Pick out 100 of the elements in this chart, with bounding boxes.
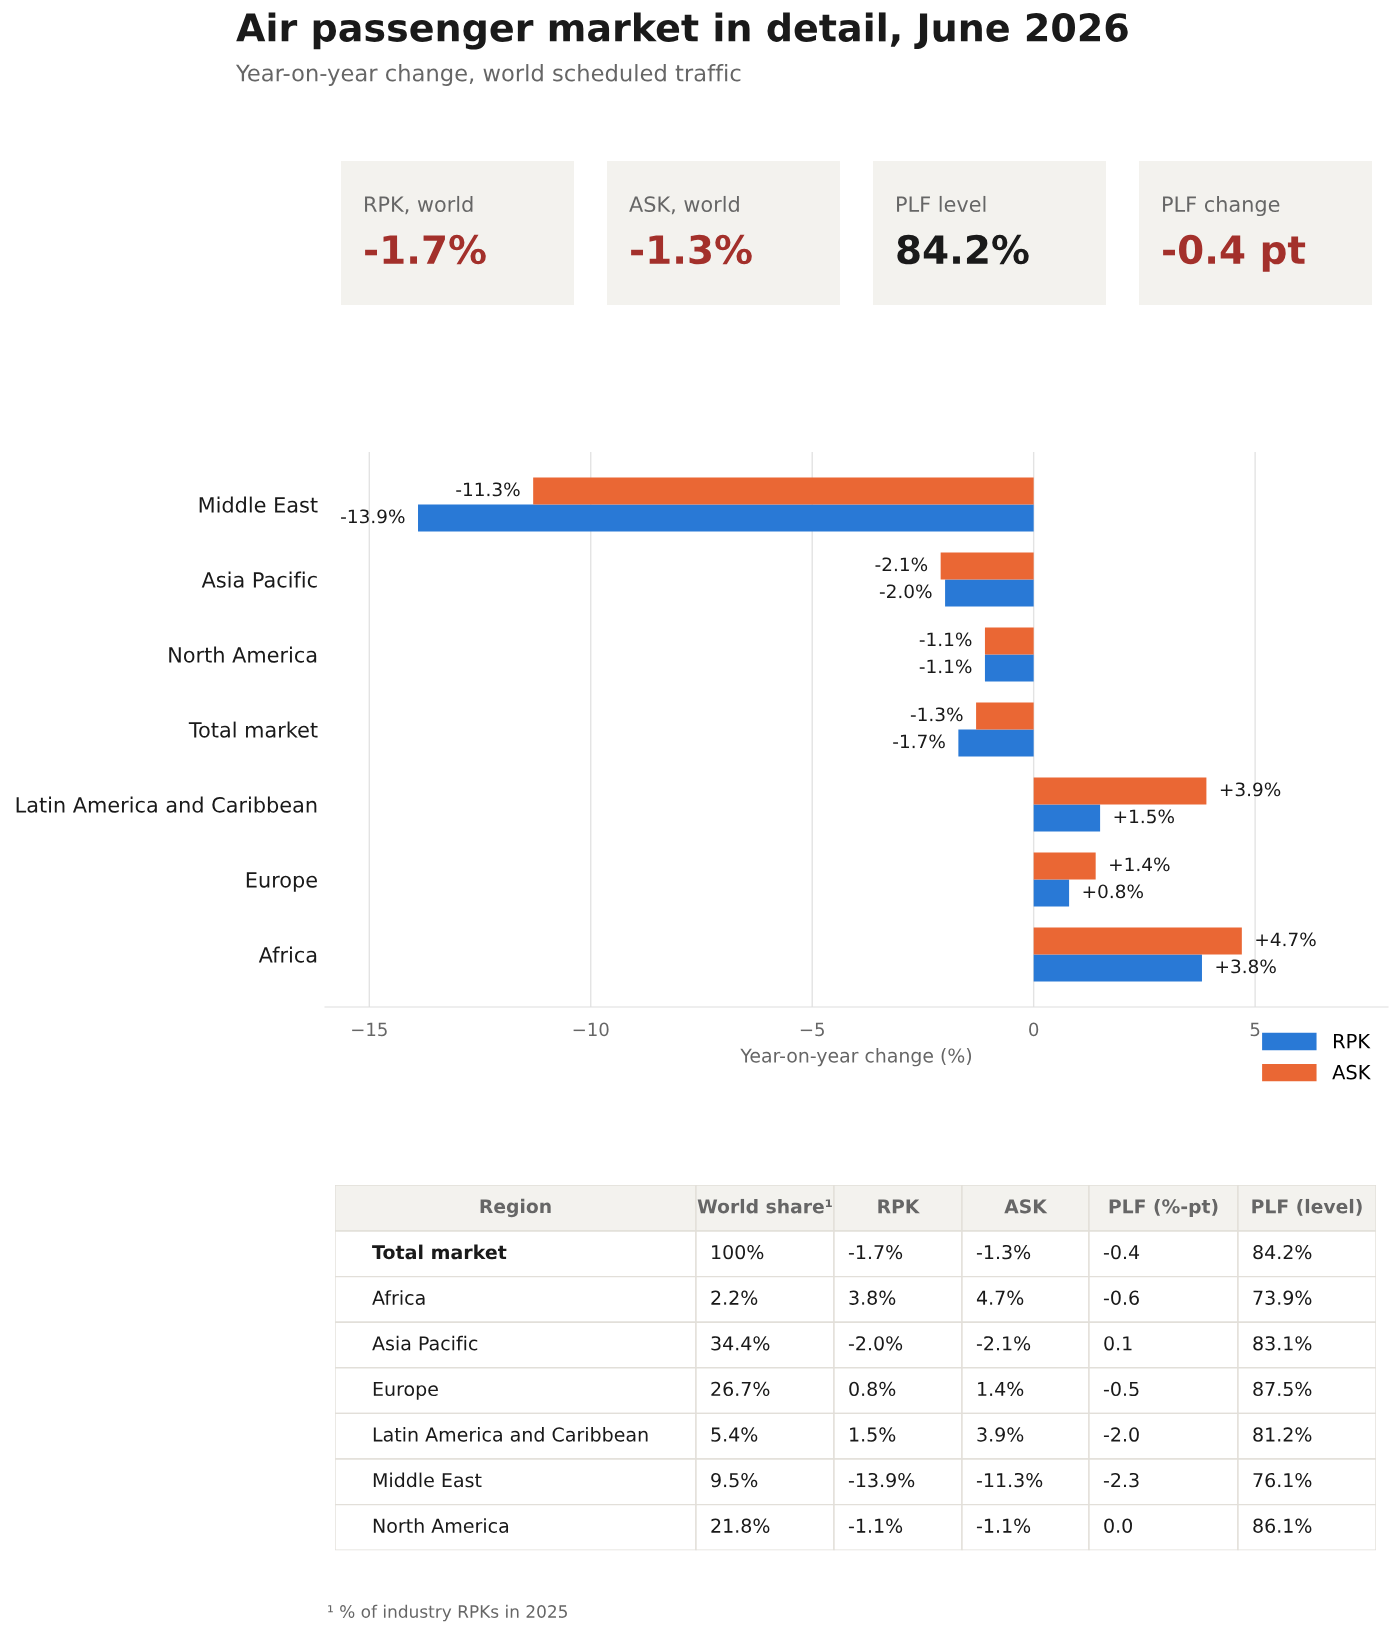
category-label: PLF (%-pt)	[1109, 1198, 1218, 1218]
x-tick-label: 5	[1250, 1022, 1260, 1037]
text: -1.7%	[848, 1244, 903, 1260]
text: 3.8%	[849, 1290, 896, 1305]
text: Africa	[372, 1290, 425, 1305]
data-label: +3.9%	[1220, 782, 1281, 797]
text: North America	[373, 1518, 509, 1533]
text: -0.4	[1103, 1244, 1140, 1260]
text: Europe	[373, 1381, 438, 1400]
text: -13.9%	[848, 1472, 915, 1488]
bar	[1033, 777, 1207, 805]
data-label: 84.2%	[897, 234, 1029, 265]
text: -2.0	[1103, 1427, 1139, 1442]
y-tick-label: Asia Pacific	[201, 571, 317, 588]
data-label: +1.5%	[1114, 809, 1174, 824]
bar	[1033, 804, 1101, 832]
text: Asia Pacific	[372, 1335, 478, 1351]
bar	[1033, 927, 1242, 955]
data-label: -2.1%	[875, 557, 928, 572]
data-label: -1.7%	[893, 734, 945, 749]
data-label: -2.0%	[879, 584, 932, 599]
data-label: -13.9%	[341, 509, 405, 524]
text: 76.1%	[1253, 1472, 1312, 1488]
text: 100%	[712, 1244, 764, 1260]
bar	[976, 702, 1034, 730]
category-label: PLF (level)	[1252, 1198, 1362, 1216]
text: 1.4%	[978, 1381, 1024, 1397]
x-axis-title: Year-on-year change (%)	[740, 1048, 972, 1067]
text: 0.0	[1104, 1518, 1132, 1533]
text: 4.7%	[976, 1290, 1024, 1305]
x-tick-label: −15	[352, 1022, 387, 1037]
category-label: Region	[480, 1198, 551, 1218]
text: -0.5	[1103, 1381, 1139, 1397]
text: 5.4%	[711, 1427, 758, 1442]
bar	[1033, 954, 1202, 982]
text: 84.2%	[1253, 1244, 1312, 1260]
category-label: World share¹	[697, 1198, 832, 1214]
text: ¹ % of industry RPKs in 2025	[328, 1604, 567, 1622]
bar	[1033, 852, 1096, 880]
data-label: -1.1%	[919, 632, 972, 647]
data-label: -1.1%	[919, 659, 972, 674]
data-label: +0.8%	[1083, 884, 1143, 899]
text: Air passenger market in detail, June 2026	[236, 12, 1128, 50]
y-tick-label: Europe	[246, 872, 317, 892]
data-label: -11.3%	[456, 482, 520, 497]
data-label: +1.4%	[1110, 857, 1170, 872]
y-tick-label: Total market	[188, 721, 318, 738]
text: 0.1	[1104, 1336, 1132, 1351]
text: 2.2%	[711, 1290, 758, 1305]
bar	[418, 504, 1034, 532]
text: -2.1%	[976, 1336, 1031, 1351]
category-label: ASK	[1004, 1199, 1048, 1214]
text: -1.1%	[848, 1518, 903, 1533]
bar	[1033, 879, 1070, 907]
y-tick-label: North America	[169, 646, 317, 663]
text: Total market	[372, 1244, 507, 1260]
data-label: +4.7%	[1256, 932, 1316, 947]
category-label: RPK, world	[365, 195, 473, 215]
bar	[984, 654, 1034, 682]
text: -1.3%	[976, 1244, 1031, 1260]
text: 21.8%	[711, 1518, 770, 1533]
text: Latin America and Caribbean	[373, 1426, 648, 1442]
y-tick-label: Africa	[258, 946, 317, 963]
text: 9.5%	[711, 1472, 758, 1488]
data-label: -1.7%	[365, 234, 486, 265]
bar	[958, 729, 1034, 757]
y-tick-label: Middle East	[199, 496, 318, 513]
data-label: -1.3%	[910, 707, 963, 722]
data-label: -0.4 pt	[1163, 234, 1306, 272]
data-label: +3.8%	[1216, 959, 1276, 974]
text: -11.3%	[976, 1472, 1043, 1488]
text: -2.3	[1103, 1472, 1139, 1488]
x-tick-label: −5	[800, 1022, 824, 1037]
text: Year-on-year change, world scheduled traffic	[235, 64, 741, 86]
text: 3.9%	[977, 1427, 1024, 1442]
legend-label: ASK	[1332, 1064, 1371, 1080]
category-label: PLF level	[897, 195, 986, 213]
text: 86.1%	[1253, 1518, 1312, 1533]
bar	[533, 477, 1034, 505]
category-label: ASK, world	[629, 195, 739, 215]
text: 73.9%	[1253, 1290, 1312, 1305]
category-label: RPK	[878, 1199, 920, 1214]
text: 26.7%	[711, 1381, 770, 1397]
text: -0.6	[1103, 1290, 1139, 1305]
category-label: PLF change	[1163, 195, 1280, 217]
x-tick-label: −10	[573, 1022, 609, 1037]
text: 81.2%	[1253, 1427, 1312, 1442]
data-label: -1.3%	[631, 234, 752, 265]
text: -2.0%	[848, 1336, 903, 1351]
text: 34.4%	[711, 1336, 770, 1351]
bar	[945, 579, 1034, 607]
text: 87.5%	[1253, 1381, 1312, 1397]
text: 1.5%	[850, 1427, 896, 1442]
y-tick-label: Latin America and Caribbean	[16, 796, 317, 813]
text: Middle East	[373, 1472, 482, 1488]
text: 0.8%	[849, 1381, 896, 1397]
bar	[940, 552, 1034, 580]
x-tick-label: 0	[1029, 1022, 1039, 1037]
legend-label: RPK	[1334, 1034, 1371, 1049]
bar	[984, 627, 1034, 655]
